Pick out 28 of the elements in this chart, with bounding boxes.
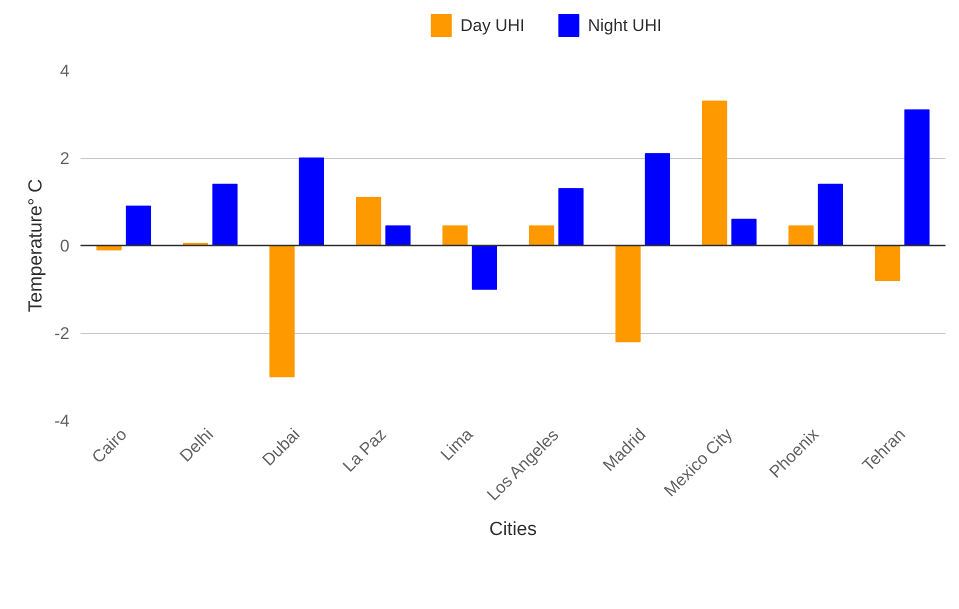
bar (644, 153, 670, 246)
bar (558, 188, 584, 246)
legend-label: Night UHI (588, 16, 662, 35)
bar (818, 184, 844, 246)
bar (126, 206, 152, 246)
y-tick-label: 4 (60, 62, 70, 80)
y-tick-label: 2 (60, 149, 70, 168)
y-tick-label: 0 (60, 236, 70, 256)
bar (904, 109, 930, 246)
bar (212, 184, 238, 246)
bar (442, 225, 468, 246)
x-axis-title: Cities (489, 519, 537, 540)
y-tick-label: -2 (54, 324, 70, 343)
bar (615, 245, 641, 342)
bar (269, 245, 295, 378)
bar (788, 225, 814, 246)
y-tick-label: -4 (54, 412, 70, 430)
bar (528, 225, 554, 246)
x-tick-label: La Paz (339, 424, 390, 476)
bar (472, 245, 498, 290)
bar (356, 196, 382, 246)
bar (874, 245, 900, 281)
legend-label: Day UHI (460, 16, 525, 35)
bar (298, 158, 324, 246)
bar (731, 218, 757, 246)
y-axis-title: Temperature° C (25, 178, 46, 312)
bar (385, 225, 411, 246)
bar (702, 100, 728, 246)
